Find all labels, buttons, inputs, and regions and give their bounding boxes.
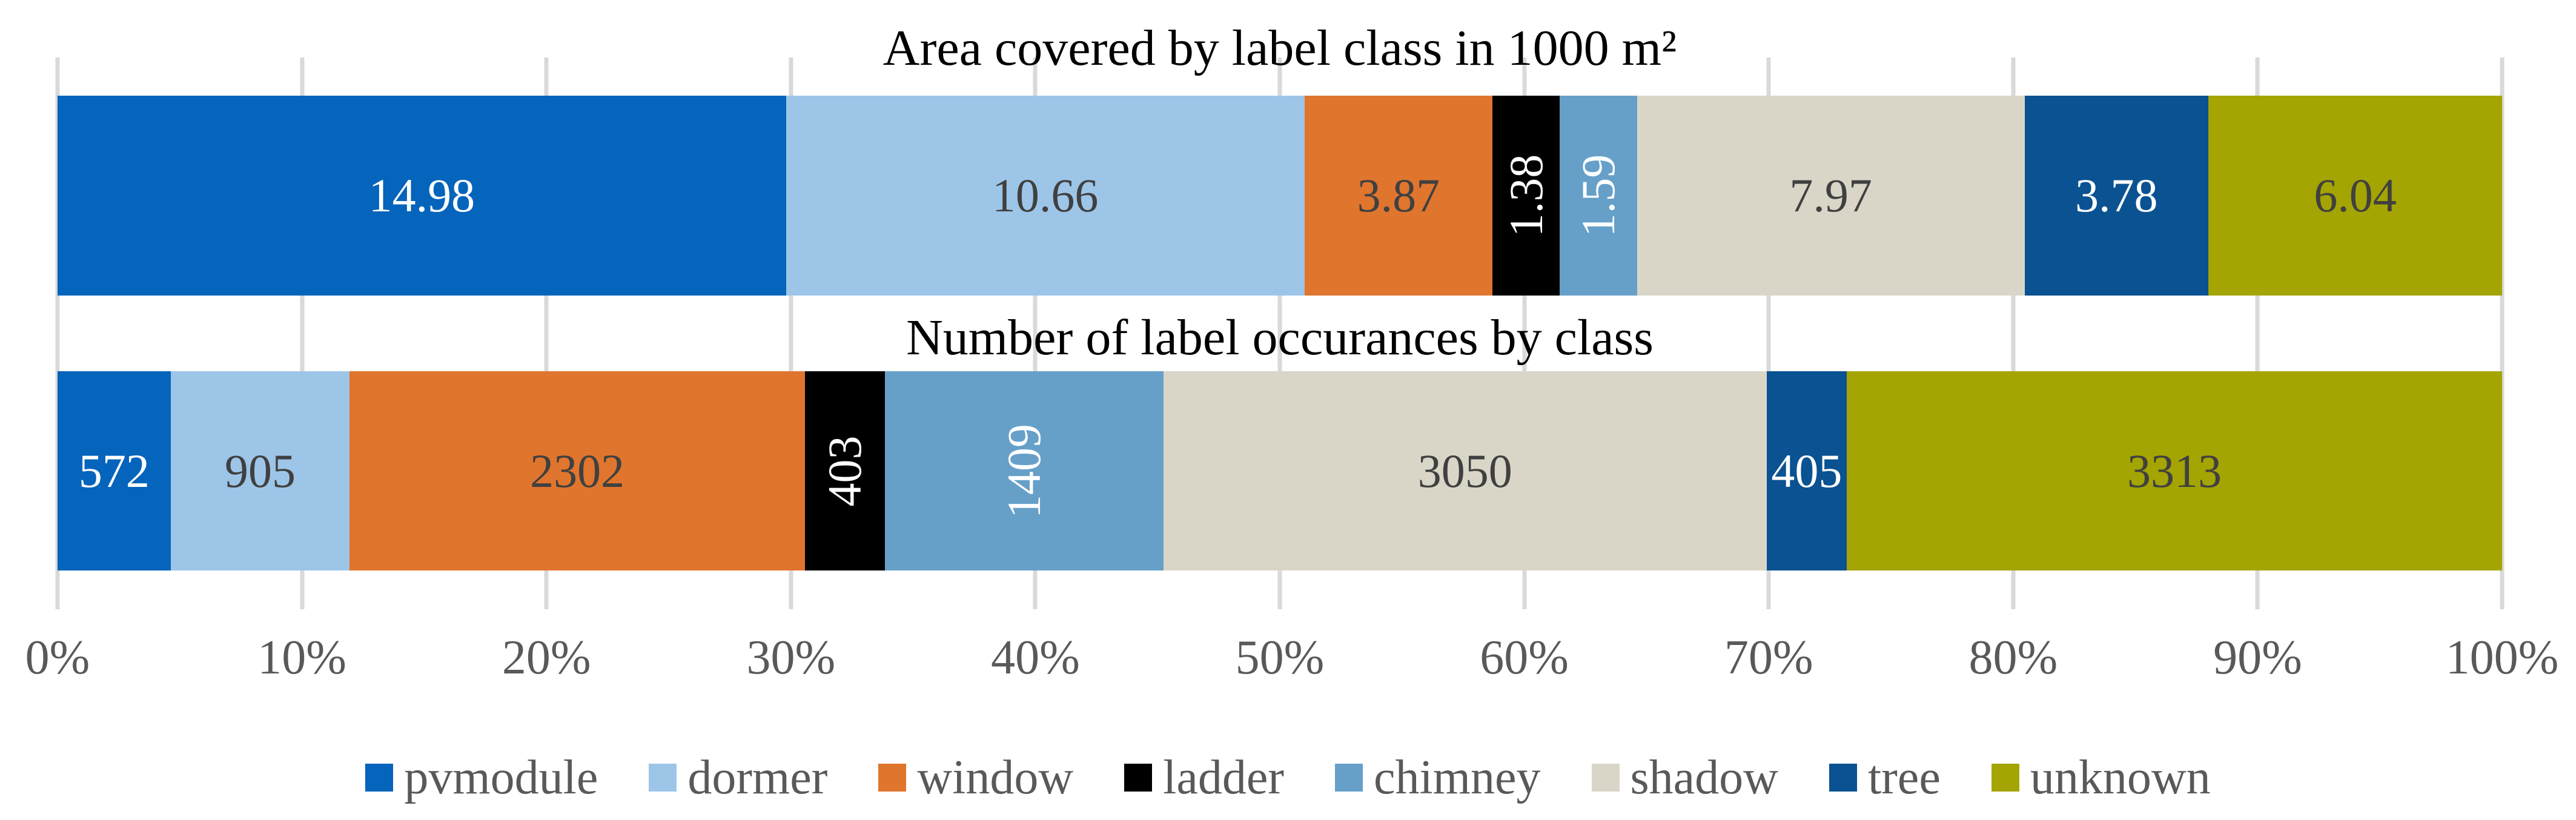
gridline bbox=[1277, 58, 1282, 609]
legend-label: chimney bbox=[1374, 751, 1541, 804]
bar-segment-tree: 3.78 bbox=[2024, 96, 2208, 296]
bar-segment-chimney: 1409 bbox=[884, 371, 1164, 570]
axis-tick-label: 80% bbox=[1968, 631, 2058, 684]
legend-item-ladder: ladder bbox=[1124, 753, 1284, 802]
legend-label: window bbox=[917, 751, 1074, 804]
bar-value-label: 905 bbox=[225, 444, 296, 497]
gridline bbox=[1522, 58, 1527, 609]
gridline bbox=[1766, 58, 1771, 609]
bar-value-label: 14.98 bbox=[368, 169, 475, 222]
bar-value-label: 1409 bbox=[997, 423, 1050, 518]
bar-segment-window: 3.87 bbox=[1304, 96, 1493, 296]
gridline bbox=[300, 58, 305, 609]
bar-value-label: 403 bbox=[818, 435, 871, 506]
legend-label: ladder bbox=[1163, 751, 1285, 804]
legend-label: tree bbox=[1867, 751, 1941, 804]
legend-item-pvmodule: pvmodule bbox=[365, 753, 598, 802]
bar-value-label: 3313 bbox=[2127, 444, 2222, 497]
gridline bbox=[2500, 58, 2505, 609]
bar-segment-shadow: 7.97 bbox=[1637, 96, 2025, 296]
legend-swatch-unknown bbox=[1991, 764, 2019, 792]
bar-value-label: 10.66 bbox=[992, 169, 1099, 222]
legend-label: unknown bbox=[2030, 751, 2211, 804]
gridline bbox=[55, 58, 60, 609]
bar-segment-tree: 405 bbox=[1766, 371, 1847, 570]
bar-value-label: 405 bbox=[1771, 444, 1843, 497]
bar-segment-ladder: 403 bbox=[805, 371, 885, 570]
chart-title-label-occurrences: Number of label occurances by class bbox=[906, 309, 1654, 366]
bar-value-label: 572 bbox=[78, 444, 150, 497]
legend-swatch-window bbox=[878, 764, 907, 792]
gridline bbox=[2255, 58, 2260, 609]
chart-title-area-covered: Area covered by label class in 1000 m² bbox=[882, 20, 1677, 76]
legend-item-dormer: dormer bbox=[649, 753, 827, 802]
gridline bbox=[789, 58, 793, 609]
axis-tick-label: 50% bbox=[1235, 631, 1325, 684]
bar-value-label: 3.87 bbox=[1357, 169, 1440, 222]
bar-value-label: 3050 bbox=[1417, 444, 1512, 497]
bar-segment-ladder: 1.38 bbox=[1492, 96, 1560, 296]
bar-segment-unknown: 6.04 bbox=[2208, 96, 2502, 296]
legend: pvmodule dormer window ladder chimney shadow t… bbox=[0, 753, 2576, 802]
legend-swatch-dormer bbox=[649, 764, 677, 792]
gridline bbox=[544, 58, 549, 609]
bar-value-label: 6.04 bbox=[2314, 169, 2397, 222]
legend-label: shadow bbox=[1630, 751, 1778, 804]
legend-label: pvmodule bbox=[404, 751, 598, 804]
axis-tick-label: 10% bbox=[257, 631, 346, 684]
axis-tick-label: 0% bbox=[25, 631, 90, 684]
bar-value-label: 7.97 bbox=[1789, 169, 1872, 222]
legend-item-unknown: unknown bbox=[1991, 751, 2211, 804]
axis-tick-label: 90% bbox=[2213, 631, 2302, 684]
plot-area: Area covered by label class in 1000 m² 1… bbox=[25, 0, 2559, 820]
gridline bbox=[2011, 58, 2016, 609]
legend-label: dormer bbox=[687, 751, 828, 804]
axis-tick-label: 20% bbox=[502, 631, 591, 684]
bar-segment-chimney: 1.59 bbox=[1560, 96, 1637, 296]
axis-tick-label: 60% bbox=[1480, 631, 1569, 684]
stacked-bar-label-occurrences: 572 905 2302 403 1409 3050 405 3313 bbox=[58, 371, 2502, 570]
bar-value-label: 1.38 bbox=[1499, 154, 1552, 237]
gridline bbox=[1033, 58, 1038, 609]
legend-item-chimney: chimney bbox=[1335, 751, 1541, 804]
bar-segment-pvmodule: 14.98 bbox=[58, 96, 786, 296]
legend-swatch-shadow bbox=[1591, 764, 1620, 792]
axis-tick-label: 70% bbox=[1724, 631, 1813, 684]
bar-value-label: 2302 bbox=[530, 444, 625, 497]
legend-item-shadow: shadow bbox=[1591, 751, 1778, 804]
bar-segment-dormer: 905 bbox=[170, 371, 350, 570]
bar-value-label: 3.78 bbox=[2075, 169, 2158, 222]
axis-tick-label: 30% bbox=[746, 631, 836, 684]
legend-swatch-tree bbox=[1829, 764, 1857, 792]
bar-segment-shadow: 3050 bbox=[1163, 371, 1767, 570]
stacked-bar-area-covered: 14.98 10.66 3.87 1.38 1.59 7.97 3.78 6.04 bbox=[58, 96, 2502, 296]
axis-tick-label: 100% bbox=[2445, 631, 2559, 684]
legend-swatch-pvmodule bbox=[365, 764, 394, 792]
legend-swatch-ladder bbox=[1124, 764, 1153, 792]
bar-segment-dormer: 10.66 bbox=[786, 96, 1305, 296]
legend-item-tree: tree bbox=[1829, 753, 1941, 802]
legend-item-window: window bbox=[878, 753, 1073, 802]
bar-value-label: 1.59 bbox=[1571, 154, 1624, 237]
bar-segment-unknown: 3313 bbox=[1847, 371, 2502, 570]
bar-segment-window: 2302 bbox=[349, 371, 806, 570]
legend-swatch-chimney bbox=[1335, 764, 1363, 792]
bar-segment-pvmodule: 572 bbox=[58, 371, 171, 570]
axis-tick-label: 40% bbox=[991, 631, 1080, 684]
